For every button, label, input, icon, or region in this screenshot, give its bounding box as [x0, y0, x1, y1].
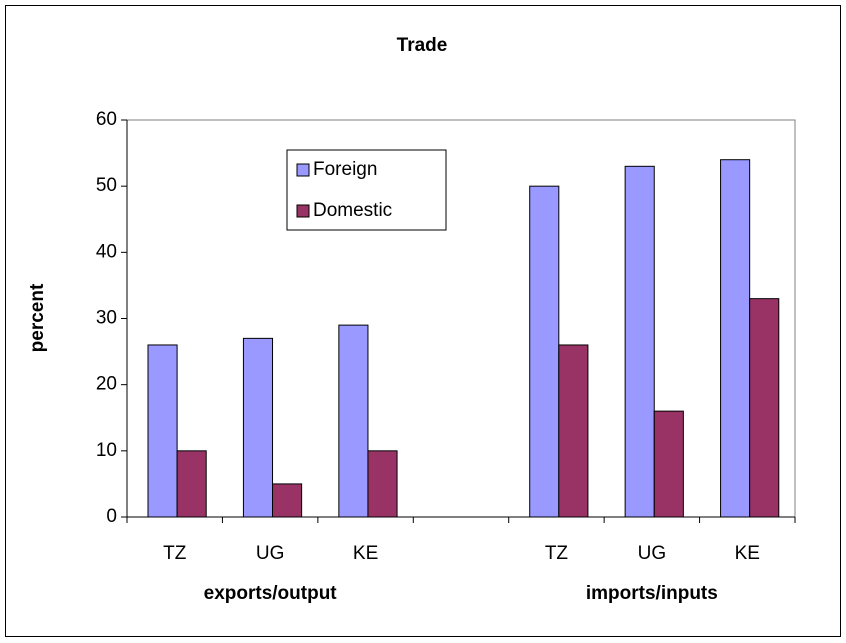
x-tick-label: TZ: [545, 543, 569, 564]
bar: [242, 337, 274, 518]
bar: [147, 344, 178, 518]
legend-swatch: [296, 163, 310, 177]
x-tick-label: KE: [353, 543, 378, 564]
bar: [367, 450, 398, 518]
chart-title: Trade: [397, 35, 448, 56]
y-tick-label: 40: [96, 241, 117, 262]
y-axis-label: percent: [27, 283, 48, 352]
x-tick-label: UG: [256, 543, 285, 564]
group-label: exports/output: [204, 583, 338, 604]
bar: [624, 165, 655, 518]
y-tick-label: 20: [96, 374, 117, 395]
bar: [272, 483, 303, 518]
bar: [749, 298, 780, 518]
legend-label: Domestic: [313, 200, 392, 221]
x-tick-label: UG: [638, 543, 667, 564]
bar: [338, 324, 369, 518]
legend-box: [286, 149, 447, 231]
x-tick-label: TZ: [163, 543, 187, 564]
y-tick-label: 60: [96, 109, 117, 130]
bar: [558, 344, 589, 518]
bar: [720, 159, 751, 518]
y-tick-label: 0: [106, 506, 117, 527]
group-label: imports/inputs: [586, 583, 718, 604]
x-tick-label: KE: [735, 543, 760, 564]
bar: [176, 450, 207, 518]
legend-swatch: [296, 204, 310, 218]
bar: [529, 185, 560, 518]
y-tick-label: 50: [96, 175, 117, 196]
chart-border: [5, 5, 841, 637]
y-tick-label: 30: [96, 308, 117, 329]
y-tick-label: 10: [96, 440, 117, 461]
bar: [653, 410, 684, 518]
legend-label: Foreign: [313, 159, 377, 180]
